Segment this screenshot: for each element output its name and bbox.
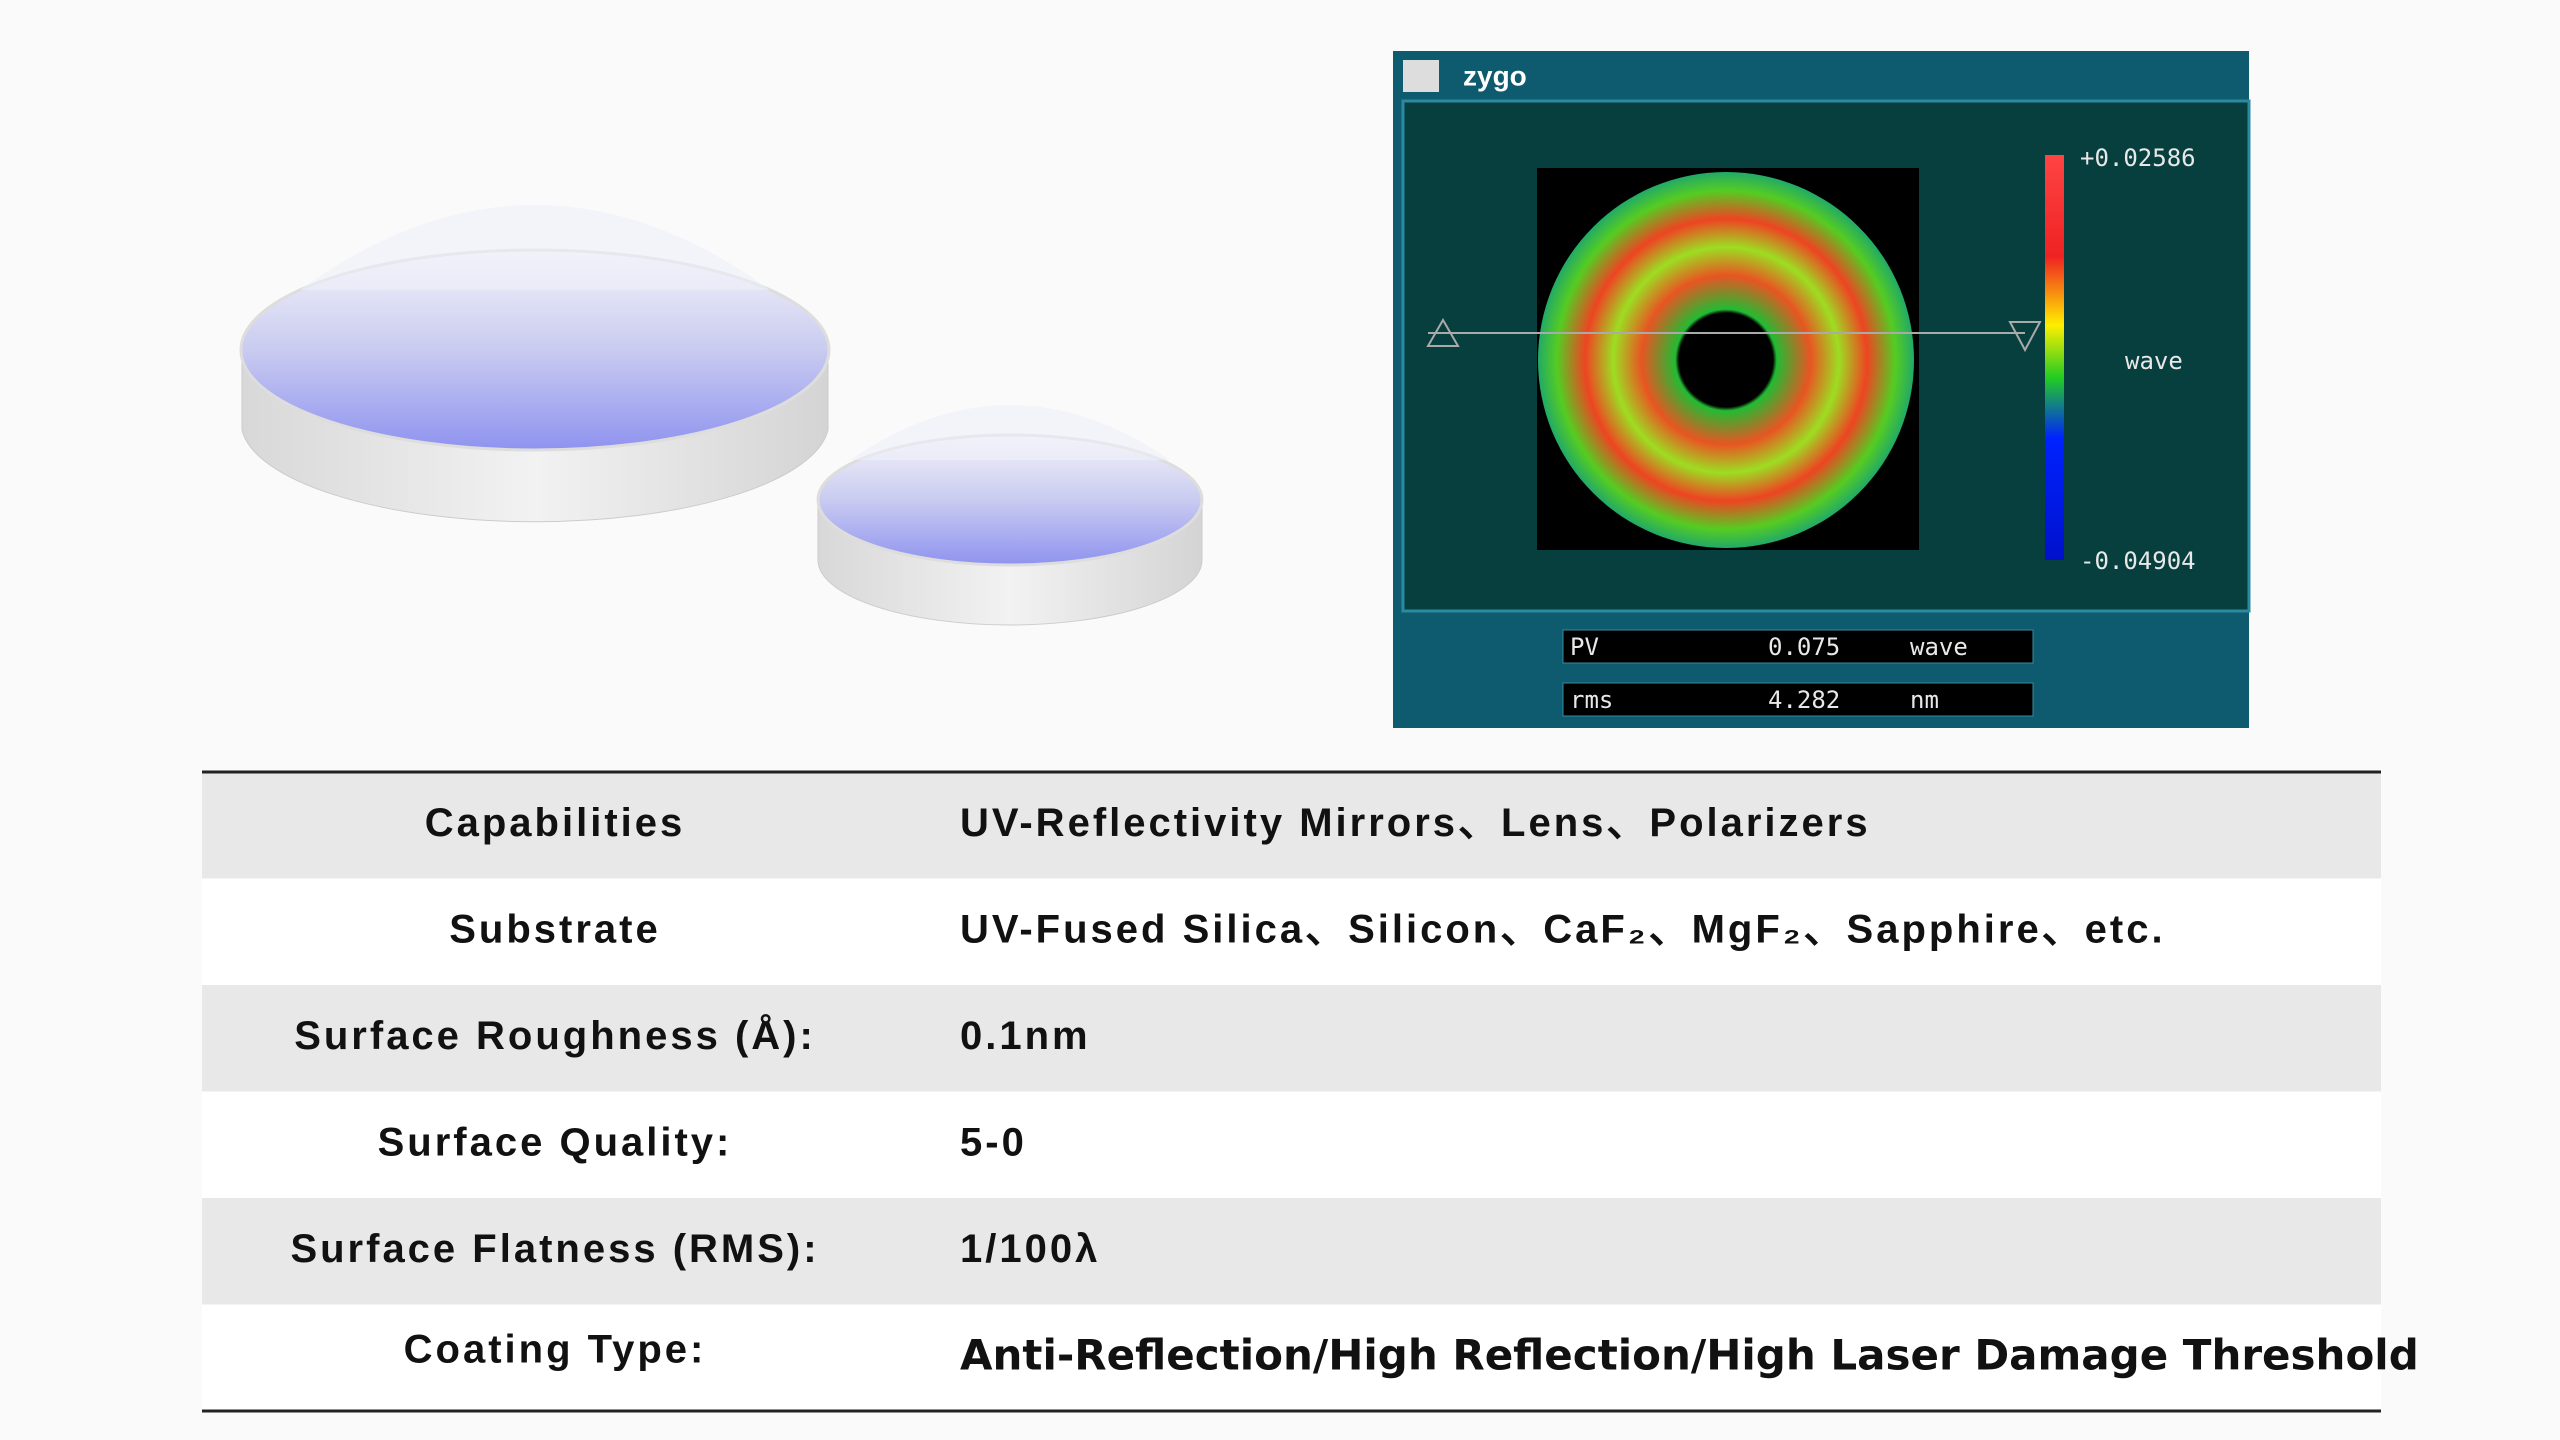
table-row: [202, 772, 2381, 879]
row-value: UV-Fused Silica、Silicon、CaF₂、MgF₂、Sapphi…: [960, 907, 2166, 951]
table-row: [202, 1091, 2381, 1198]
table-row: [202, 985, 2381, 1092]
table-row: [202, 1304, 2381, 1411]
row-value: 0.1nm: [960, 1014, 1091, 1058]
readout-box: [1562, 682, 2034, 717]
readout-value: 4.282: [1768, 686, 1840, 714]
table-row: [202, 878, 2381, 985]
readout-unit: wave: [1910, 633, 1968, 661]
row-label: Substrate: [449, 907, 661, 951]
table-row: [202, 1198, 2381, 1305]
row-value: 1/100λ: [960, 1227, 1100, 1271]
readout-label: PV: [1570, 633, 1599, 661]
scale-min: -0.04904: [2080, 547, 2196, 575]
readout-value: 0.075: [1768, 633, 1840, 661]
row-value: UV-Reflectivity Mirrors、Lens、Polarizers: [960, 801, 1871, 845]
row-value: Anti-Reflection/High Reflection/High Las…: [960, 1330, 2419, 1379]
scale-unit: wave: [2125, 347, 2183, 375]
row-label: Capabilities: [425, 801, 686, 845]
row-label: Surface Quality:: [378, 1120, 733, 1164]
row-value: 5-0: [960, 1120, 1027, 1164]
readout-label: rms: [1570, 686, 1613, 714]
scale-max: +0.02586: [2080, 144, 2196, 172]
brand: zygo: [1463, 60, 1527, 91]
row-label: Coating Type:: [404, 1327, 707, 1371]
readout-unit: nm: [1910, 686, 1939, 714]
readout-box: [1562, 629, 2034, 664]
row-label: Surface Roughness (Å):: [294, 1013, 816, 1058]
row-label: Surface Flatness (RMS):: [290, 1227, 819, 1271]
lens-photo: [239, 205, 1204, 626]
spec-table: Capabilities UV-Reflectivity Mirrors、Lens…: [202, 770, 2419, 1413]
zygo-panel: zygo +0.02586 wave -0.04904 PV 0.075 wave r…: [1393, 51, 2251, 728]
